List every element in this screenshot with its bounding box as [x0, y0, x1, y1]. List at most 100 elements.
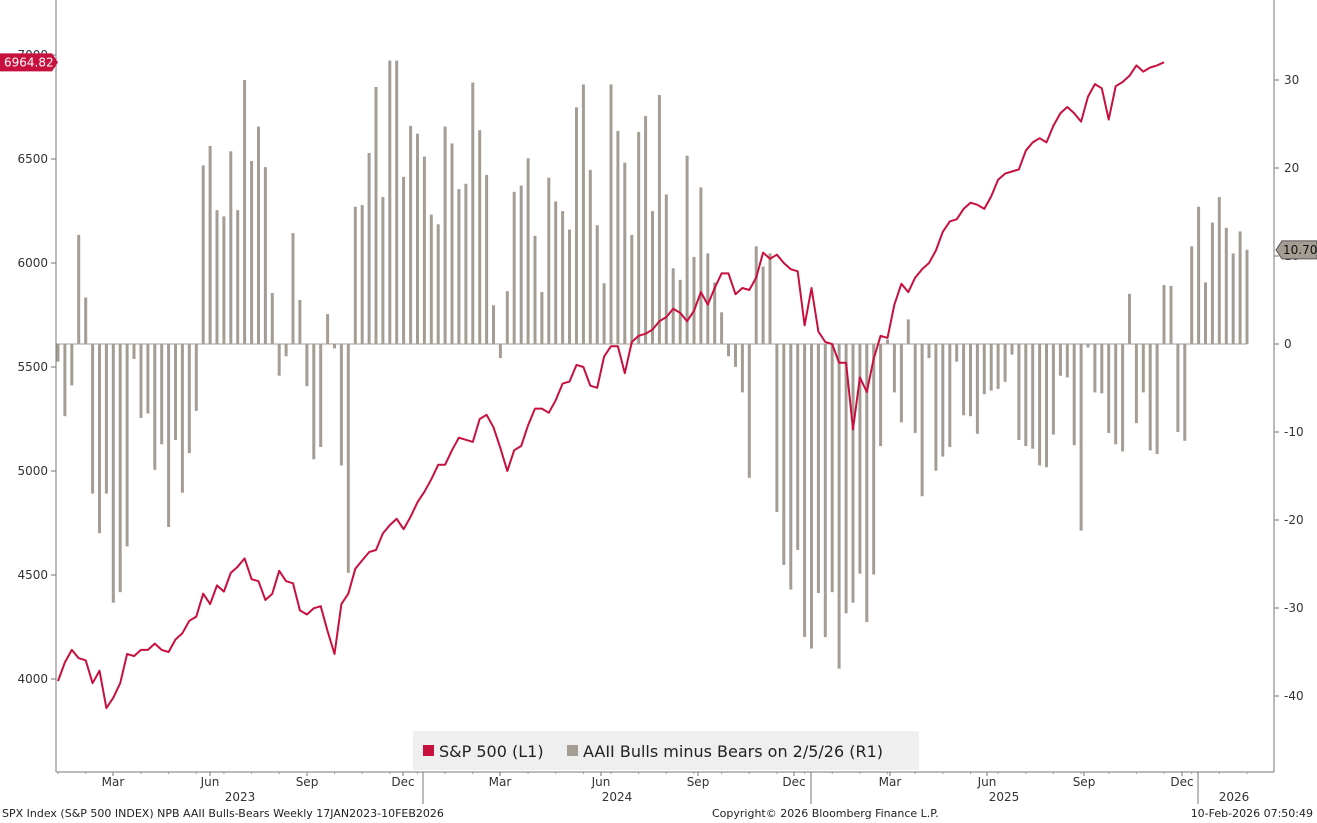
aaii-bar: [879, 344, 883, 447]
aaii-bar: [581, 84, 585, 345]
aaii-bar: [1183, 344, 1187, 441]
aaii-bar: [1100, 344, 1104, 394]
aaii-bar: [844, 344, 848, 614]
aaii-bar: [969, 344, 972, 417]
aaii-bar: [1024, 344, 1028, 447]
aaii-bar: [1162, 285, 1166, 344]
aaii-bar: [561, 211, 565, 344]
aaii-bar: [139, 344, 143, 418]
aaii-bar: [422, 156, 426, 344]
right-tick-label: 20: [1284, 161, 1299, 175]
x-month-label: Sep: [1073, 775, 1096, 789]
aaii-bar: [326, 314, 330, 344]
aaii-bar: [1231, 253, 1235, 344]
aaii-bar: [353, 206, 357, 344]
aaii-bar: [1197, 206, 1201, 344]
aaii-bar: [1010, 344, 1014, 355]
aaii-bar: [775, 344, 779, 513]
aaii-bar: [720, 312, 724, 344]
aaii-bar: [1141, 344, 1145, 393]
x-year-label: 2025: [989, 790, 1020, 804]
aaii-bar: [402, 176, 406, 344]
aaii-bar: [1245, 249, 1249, 344]
aaii-bar: [111, 344, 115, 603]
left-tick-label: 6000: [17, 256, 48, 270]
aaii-bar: [948, 344, 952, 447]
aaii-bar: [913, 344, 917, 433]
aaii-bar: [837, 344, 841, 669]
aaii-bar: [609, 84, 613, 345]
aaii-bar: [1017, 344, 1021, 440]
aaii-bar: [1114, 344, 1118, 445]
aaii-bar: [982, 344, 986, 395]
aaii-bar: [374, 87, 378, 344]
aaii-bar: [291, 233, 295, 344]
aaii-bar: [782, 344, 786, 565]
aaii-bar: [1210, 222, 1214, 344]
aaii-bar: [941, 344, 945, 457]
aaii-bar: [830, 344, 834, 593]
right-axis-ticks: 3020100-10-20-30-40: [1274, 73, 1304, 703]
aaii-bar: [996, 344, 1000, 389]
left-tick-label: 6500: [17, 152, 48, 166]
aaii-bar: [319, 344, 323, 447]
aaii-bar: [1031, 344, 1035, 449]
aaii-bar: [906, 319, 910, 344]
aaii-bar: [346, 344, 350, 573]
aaii-bar: [485, 175, 489, 344]
left-tick-label: 5000: [17, 464, 48, 478]
aaii-bar: [588, 169, 592, 344]
aaii-bar: [1107, 344, 1111, 433]
aaii-last-value-tag: 10.70: [1275, 240, 1317, 260]
aaii-bar: [892, 344, 896, 393]
aaii-bar: [222, 216, 226, 344]
aaii-bar: [77, 234, 81, 344]
aaii-bar: [478, 130, 482, 344]
aaii-bar: [934, 344, 938, 471]
aaii-bar: [699, 187, 703, 344]
spx-line: [57, 61, 1165, 710]
footer-timestamp: 10-Feb-2026 07:50:49: [1190, 807, 1313, 820]
aaii-bar: [174, 344, 177, 440]
aaii-bar: [305, 344, 309, 387]
aaii-bar: [568, 229, 571, 344]
aaii-bar: [512, 191, 516, 344]
aaii-bar: [547, 177, 551, 344]
aaii-bar: [927, 344, 931, 359]
aaii-bar: [768, 253, 772, 344]
footer-source: SPX Index (S&P 500 INDEX) NPB AAII Bulls…: [2, 807, 444, 820]
aaii-bar: [886, 339, 889, 344]
x-month-label: Jun: [200, 775, 220, 789]
aaii-bar: [146, 344, 150, 414]
right-tick-label: -10: [1284, 425, 1304, 439]
x-month-label: Jun: [591, 775, 611, 789]
aaii-bar: [104, 344, 108, 494]
aaii-bar: [84, 297, 88, 344]
aaii-bar: [1169, 285, 1173, 344]
aaii-bar: [637, 131, 641, 344]
aaii-bar: [70, 344, 74, 386]
aaii-bar: [229, 151, 233, 344]
aaii-bar: [167, 344, 171, 527]
aaii-bar: [1204, 282, 1207, 344]
legend: S&P 500 (L1) AAII Bulls minus Bears on 2…: [413, 731, 919, 770]
aaii-bar: [1003, 344, 1007, 382]
aaii-bar: [1072, 344, 1076, 446]
aaii-bar: [575, 107, 578, 344]
legend-swatch-spx: [423, 745, 434, 756]
aaii-bar: [153, 344, 157, 470]
aaii-bar: [1190, 246, 1194, 344]
left-tick-label: 4000: [17, 672, 48, 686]
aaii-bar: [395, 60, 399, 344]
aaii-bar: [298, 300, 302, 344]
aaii-bar: [1238, 231, 1242, 344]
aaii-bar: [1038, 344, 1042, 466]
aaii-bar: [872, 344, 876, 575]
aaii-bar: [796, 344, 800, 550]
left-axis-ticks: 4000450050005500600065007000: [17, 48, 56, 686]
legend-box: [413, 731, 919, 770]
x-month-label: Mar: [102, 775, 125, 789]
aaii-bar: [180, 344, 184, 493]
aaii-bar: [1121, 344, 1125, 452]
